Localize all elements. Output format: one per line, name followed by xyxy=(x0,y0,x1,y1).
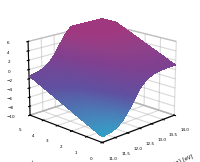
X-axis label: Log E_{\gamma} [eV]: Log E_{\gamma} [eV] xyxy=(141,153,194,162)
Y-axis label: Log z: Log z xyxy=(30,161,43,162)
